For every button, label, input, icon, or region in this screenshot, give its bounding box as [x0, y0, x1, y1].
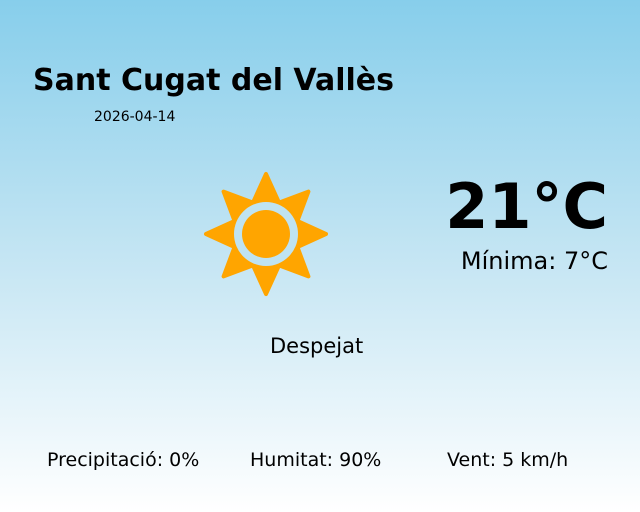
weather-condition: Despejat	[270, 334, 364, 358]
current-temperature: 21°C	[445, 170, 608, 243]
minimum-temperature: Mínima: 7°C	[460, 247, 608, 275]
wind-stat: Vent: 5 km/h	[447, 449, 569, 471]
precipitation-stat: Precipitació: 0%	[47, 449, 200, 471]
sun-icon	[204, 172, 328, 296]
date-label: 2026-04-14	[94, 109, 176, 125]
sun-core	[242, 210, 290, 258]
city-title: Sant Cugat del Vallès	[33, 63, 395, 98]
humidity-stat: Humitat: 90%	[250, 449, 382, 471]
